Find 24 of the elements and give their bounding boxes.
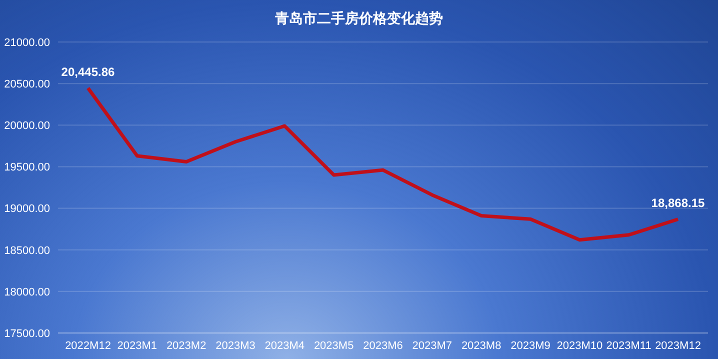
data-label: 20,445.86 xyxy=(61,65,116,80)
x-tick-label: 2023M12 xyxy=(655,340,701,352)
x-tick-label: 2023M5 xyxy=(314,340,354,352)
x-tick-label: 2023M6 xyxy=(363,340,403,352)
y-tick-label: 19000.00 xyxy=(4,203,50,216)
y-tick-label: 18000.00 xyxy=(4,286,50,298)
y-tick-label: 21000.00 xyxy=(4,36,50,49)
x-tick-label: 2023M1 xyxy=(117,340,158,352)
x-tick-label: 2023M4 xyxy=(264,340,305,352)
data-label: 18,868.15 xyxy=(651,196,706,210)
x-tick-label: 2023M7 xyxy=(412,340,452,352)
x-tick-label: 2023M2 xyxy=(166,340,206,352)
y-tick-label: 20000.00 xyxy=(4,120,50,132)
y-tick-label: 20500.00 xyxy=(4,78,50,90)
x-tick-label: 2022M12 xyxy=(65,340,111,352)
chart-title: 青岛市二手房价格变化趋势 xyxy=(274,10,444,28)
x-tick-label: 2023M9 xyxy=(510,340,550,352)
x-tick-label: 2023M10 xyxy=(556,340,603,352)
x-tick-label: 2023M11 xyxy=(606,340,652,352)
x-tick-label: 2023M8 xyxy=(461,340,502,352)
y-tick-label: 19500.00 xyxy=(4,162,50,174)
x-tick-label: 2023M3 xyxy=(216,340,256,352)
y-tick-label: 17500.00 xyxy=(4,328,50,340)
y-tick-label: 18500.00 xyxy=(4,244,50,257)
